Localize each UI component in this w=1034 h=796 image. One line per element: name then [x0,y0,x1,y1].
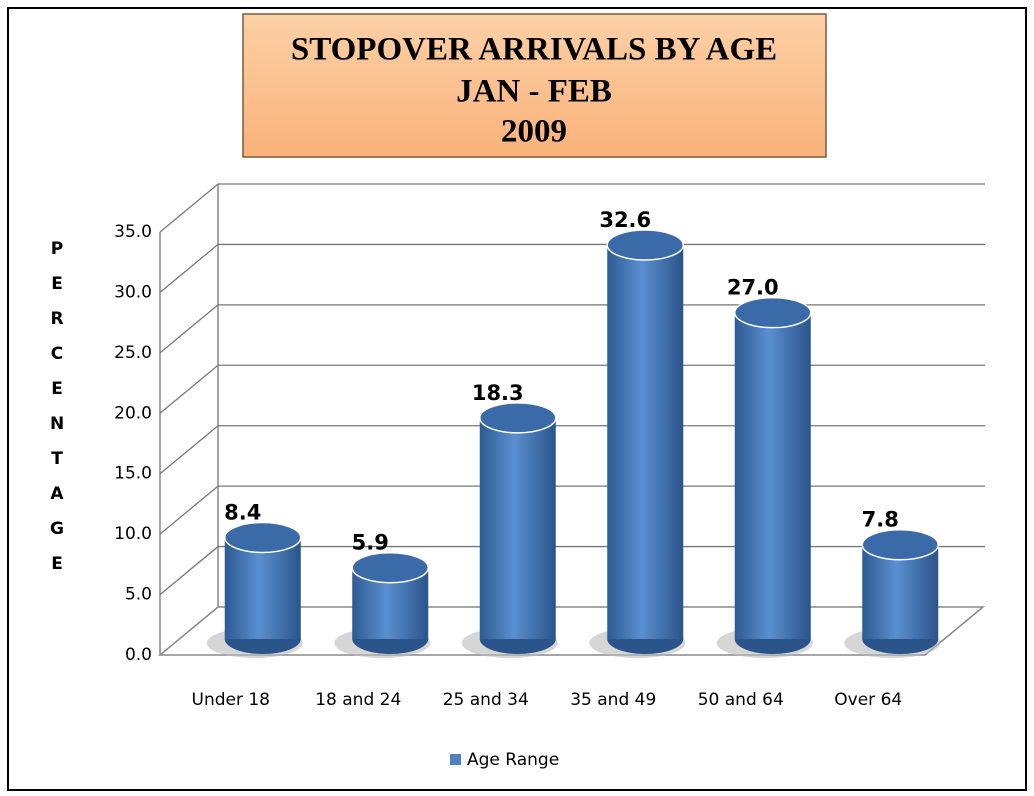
grid-line [159,183,985,233]
title-box [242,13,827,158]
y-axis-label: PERCENTAGE [50,239,65,574]
y-tick-label: 30.0 [114,282,152,302]
y-tick-label: 20.0 [114,403,152,423]
bar-top [224,521,302,554]
bar [224,537,301,639]
chart-title: 2009 [501,114,567,150]
value-label: 7.8 [862,508,899,532]
grid-line [159,485,985,535]
x-tick-label: 18 and 24 [315,690,401,710]
bar-top [734,296,812,329]
bar [734,312,811,639]
value-label: 5.9 [352,531,389,555]
grid-line [159,243,985,293]
grid-line [159,425,985,475]
bar-top [479,402,557,434]
value-label: 32.6 [599,208,651,232]
value-label: 18.3 [472,381,524,405]
y-tick-label: 10.0 [114,524,152,544]
legend-label: Age Range [467,750,559,770]
chart-title: JAN - FEB [456,74,612,110]
legend-swatch [450,754,461,765]
x-tick-label: Under 18 [192,690,271,710]
x-tick-label: 25 and 34 [443,690,529,710]
y-tick-label: 5.0 [125,585,152,605]
bar-top [861,528,939,561]
y-tick-label: 0.0 [125,645,152,665]
bar-top [351,551,429,584]
value-label: 8.4 [224,500,261,524]
x-tick-label: 50 and 64 [698,690,784,710]
grid-line [159,364,985,414]
x-tick-label: 35 and 49 [570,690,656,710]
grid-line [159,304,985,354]
bar [479,417,556,639]
y-tick-label: 35.0 [114,222,152,242]
bar-top [606,229,684,261]
value-label: 27.0 [727,276,779,300]
bar [607,245,684,639]
y-tick-label: 25.0 [114,343,152,363]
y-tick-label: 15.0 [114,464,152,484]
grid-line [159,545,985,596]
chart-title: STOPOVER ARRIVALS BY AGE [291,32,777,68]
x-tick-label: Over 64 [834,690,902,710]
